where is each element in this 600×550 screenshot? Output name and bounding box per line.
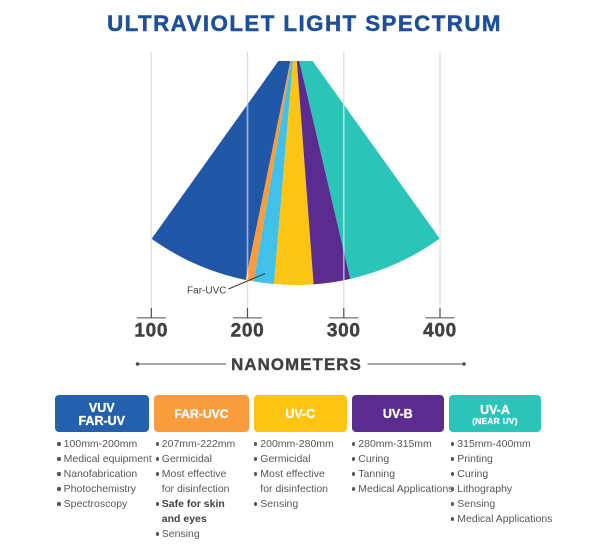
svg-text:Far-UVC: Far-UVC xyxy=(187,286,226,297)
svg-text:100: 100 xyxy=(134,320,168,341)
svg-text:400: 400 xyxy=(423,320,457,341)
svg-text:200: 200 xyxy=(231,320,265,341)
svg-text:300: 300 xyxy=(327,320,361,341)
svg-text:NANOMETERS: NANOMETERS xyxy=(231,355,362,374)
